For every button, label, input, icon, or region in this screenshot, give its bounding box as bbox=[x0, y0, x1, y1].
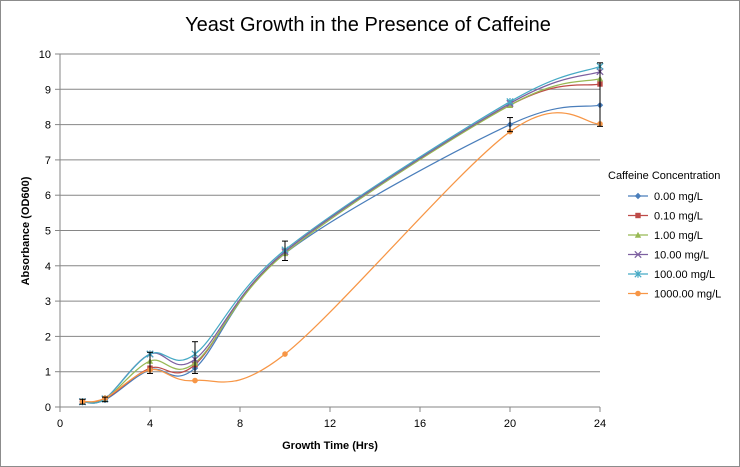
error-bars bbox=[79, 62, 603, 405]
x-axis-title: Growth Time (Hrs) bbox=[282, 440, 378, 452]
y-tick-label: 10 bbox=[39, 49, 51, 61]
series-1 bbox=[79, 81, 603, 405]
y-tick-label: 8 bbox=[45, 120, 51, 132]
x-tick-label: 8 bbox=[237, 418, 243, 430]
y-tick-label: 9 bbox=[45, 84, 51, 96]
legend: Caffeine Concentration 0.00 mg/L 0.10 mg/… bbox=[608, 170, 721, 301]
x-tick-label: 4 bbox=[147, 418, 153, 430]
legend-label: 100.00 mg/L bbox=[654, 269, 715, 281]
y-tick-label: 6 bbox=[45, 190, 51, 202]
chart-title: Yeast Growth in the Presence of Caffeine bbox=[185, 14, 551, 36]
y-tick-label: 0 bbox=[45, 402, 51, 414]
legend-marker bbox=[634, 192, 642, 200]
legend-label: 0.10 mg/L bbox=[654, 211, 703, 223]
data-point bbox=[282, 351, 288, 357]
legend-title: Caffeine Concentration bbox=[608, 170, 720, 182]
series-0 bbox=[79, 101, 604, 405]
error-bar bbox=[507, 117, 513, 133]
y-tick-label: 3 bbox=[45, 296, 51, 308]
legend-marker bbox=[635, 290, 641, 297]
error-bar bbox=[597, 62, 603, 127]
x-tick-label: 16 bbox=[414, 418, 426, 430]
data-point bbox=[506, 97, 514, 106]
legend-marker bbox=[634, 270, 642, 278]
error-bar bbox=[192, 341, 198, 374]
gridlines bbox=[60, 53, 600, 373]
y-tick-label: 1 bbox=[45, 367, 51, 379]
legend-label: 1.00 mg/L bbox=[654, 230, 703, 242]
x-tick-label: 24 bbox=[594, 418, 606, 430]
series-lines bbox=[78, 62, 604, 406]
legend-item: 1000.00 mg/L bbox=[628, 289, 721, 301]
series-line bbox=[82, 104, 601, 404]
y-tick-label: 4 bbox=[45, 261, 51, 273]
legend-marker bbox=[634, 231, 642, 238]
legend-item: 10.00 mg/L bbox=[628, 250, 709, 262]
data-point bbox=[192, 377, 198, 384]
x-tick-label: 12 bbox=[324, 418, 336, 430]
error-bar bbox=[79, 398, 86, 405]
legend-item: 0.00 mg/L bbox=[628, 191, 703, 203]
legend-label: 10.00 mg/L bbox=[654, 250, 709, 262]
legend-marker bbox=[634, 250, 642, 259]
legend-label: 0.00 mg/L bbox=[654, 191, 703, 203]
y-tick-label: 7 bbox=[45, 155, 51, 167]
legend-item: 100.00 mg/L bbox=[628, 269, 715, 281]
legend-marker bbox=[635, 212, 641, 219]
error-bar bbox=[102, 396, 108, 403]
x-tick-label: 20 bbox=[504, 418, 516, 430]
legend-item: 0.10 mg/L bbox=[628, 211, 703, 223]
x-tick-label: 0 bbox=[57, 418, 63, 430]
legend-label: 1000.00 mg/L bbox=[654, 289, 721, 301]
error-bar bbox=[147, 351, 153, 374]
error-bar bbox=[282, 240, 288, 262]
y-axis-title: Absorbance (OD600) bbox=[20, 176, 32, 285]
y-tick-label: 5 bbox=[45, 226, 51, 238]
y-tick-label: 2 bbox=[45, 331, 51, 343]
series-line bbox=[82, 65, 601, 404]
series-line bbox=[82, 112, 601, 403]
legend-item: 1.00 mg/L bbox=[628, 230, 703, 242]
